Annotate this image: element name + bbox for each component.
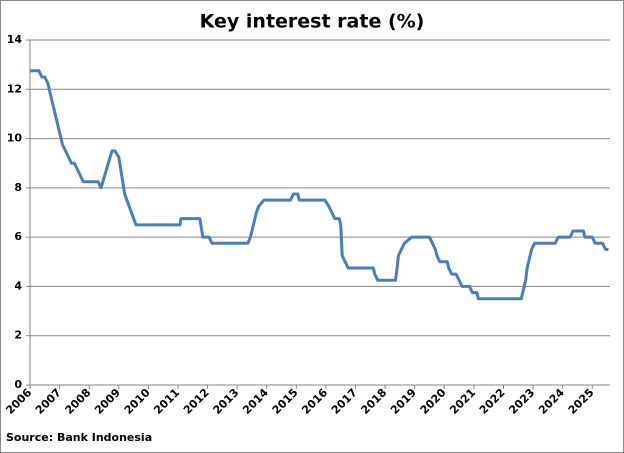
source-note: Source: Bank Indonesia — [6, 431, 152, 444]
y-tick-label: 10 — [7, 132, 23, 145]
y-tick-label: 0 — [14, 378, 22, 391]
y-tick-label: 2 — [14, 329, 22, 342]
y-tick-label: 6 — [14, 230, 22, 243]
chart-title: Key interest rate (%) — [200, 11, 425, 33]
y-tick-label: 4 — [14, 279, 22, 292]
y-tick-label: 14 — [7, 33, 23, 46]
y-tick-label: 12 — [7, 82, 22, 95]
y-tick-label: 8 — [14, 181, 22, 194]
data-line — [30, 69, 609, 301]
